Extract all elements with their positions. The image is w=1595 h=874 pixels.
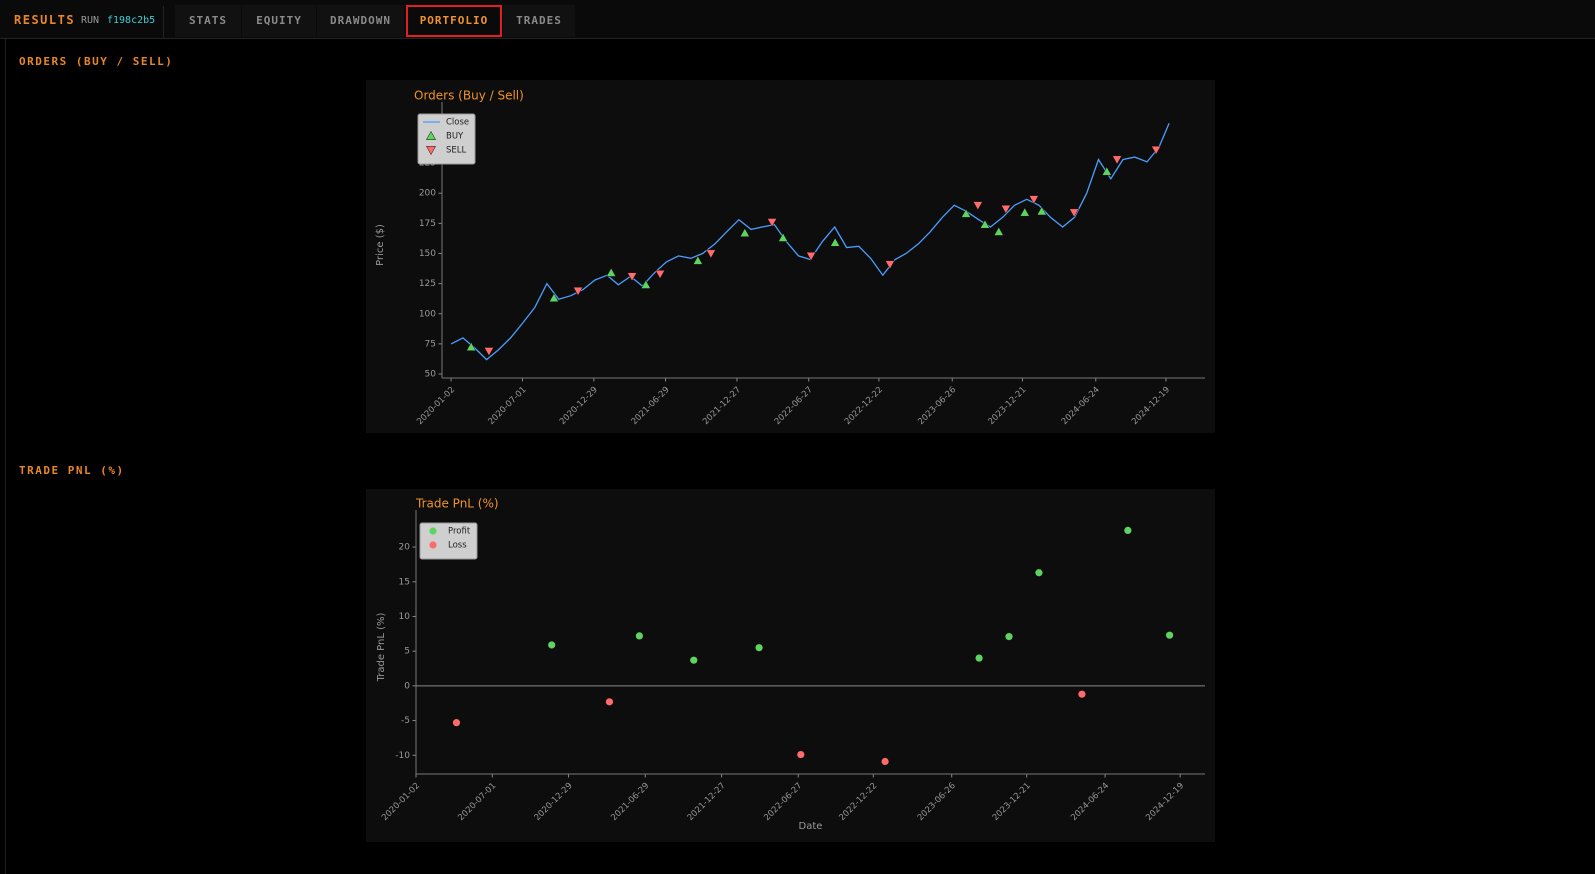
order-marker	[1112, 155, 1123, 165]
legend-swatch	[425, 146, 437, 156]
y-tick-label: -5	[401, 716, 410, 726]
legend-swatch	[429, 527, 437, 535]
legend-label: Close	[446, 118, 469, 128]
point	[690, 656, 698, 664]
legend-swatch	[429, 541, 437, 549]
y-tick-label: -10	[395, 751, 410, 761]
order-marker	[979, 219, 990, 229]
y-tick-label: 5	[404, 647, 410, 657]
y-tick-label: 200	[419, 189, 436, 199]
y-tick-label: 75	[425, 339, 436, 349]
tab[interactable]: TRADES	[503, 5, 575, 37]
order-marker	[692, 255, 703, 265]
point	[1035, 569, 1043, 577]
order-marker	[627, 272, 638, 282]
legend-swatch	[425, 130, 437, 140]
run-label: RUN	[81, 15, 100, 26]
point	[635, 632, 643, 640]
tab[interactable]: DRAWDOWN	[317, 5, 404, 37]
header-bar: RESULTS RUN f198c2b5 STATS EQUITY DRAWDOWN…	[0, 0, 1595, 39]
order-marker	[1151, 145, 1162, 155]
tab[interactable]: PORTFOLIO	[406, 5, 502, 37]
tab[interactable]: EQUITY	[242, 5, 316, 37]
chart-background	[366, 489, 1215, 842]
y-tick-label: 100	[419, 309, 436, 319]
y-axis-label: Price ($)	[375, 224, 386, 266]
tab[interactable]: STATS	[175, 5, 241, 37]
chart-background	[366, 80, 1215, 433]
order-marker	[705, 249, 716, 259]
point	[1078, 690, 1086, 698]
y-tick-label: 175	[419, 219, 436, 229]
separator	[163, 6, 164, 38]
y-tick-label: 15	[399, 577, 410, 587]
legend-label: BUY	[446, 132, 464, 142]
chart-title: Trade PnL (%)	[415, 497, 499, 511]
order-marker	[655, 270, 666, 280]
app-title: RESULTS	[14, 13, 76, 27]
left-border	[5, 39, 6, 874]
legend-label: SELL	[446, 146, 467, 156]
point	[452, 719, 461, 727]
order-marker	[1069, 208, 1080, 218]
chart: Orders (Buy / Sell)507510012515017520022…	[366, 80, 1215, 433]
order-marker	[961, 208, 972, 218]
y-tick-label: 125	[419, 279, 436, 289]
y-tick-label: 150	[419, 249, 436, 259]
order-marker	[830, 237, 841, 247]
section-heading: ORDERS (BUY / SELL)	[19, 55, 174, 68]
order-marker	[483, 347, 494, 357]
x-axis-label: Date	[799, 821, 823, 832]
order-marker	[767, 218, 778, 228]
order-marker	[1019, 207, 1030, 217]
order-marker	[548, 292, 560, 303]
order-marker	[606, 267, 617, 277]
run-id: f198c2b5	[107, 15, 156, 26]
section-heading: TRADE PNL (%)	[19, 464, 125, 477]
point	[1005, 632, 1013, 641]
order-marker	[993, 226, 1004, 236]
order-marker	[1000, 204, 1011, 215]
order-marker	[1101, 166, 1112, 176]
y-tick-label: 10	[399, 612, 411, 622]
point	[605, 698, 614, 706]
order-marker	[778, 232, 789, 242]
y-tick-label: 20	[399, 543, 411, 553]
order-marker	[972, 201, 983, 211]
order-marker	[806, 251, 817, 262]
order-marker	[739, 227, 750, 237]
order-marker	[573, 286, 584, 296]
point	[755, 644, 763, 652]
point	[1124, 526, 1132, 535]
point	[975, 654, 983, 662]
order-marker	[466, 341, 477, 351]
point	[881, 757, 889, 766]
legend-label: Profit	[448, 527, 471, 537]
y-tick-label: 0	[404, 681, 410, 691]
order-marker	[640, 279, 651, 289]
legend-label: Loss	[448, 541, 467, 551]
point	[548, 641, 556, 649]
point	[797, 750, 805, 759]
order-marker	[1036, 206, 1047, 216]
y-axis-label: Trade PnL (%)	[376, 613, 387, 683]
order-marker	[884, 260, 895, 270]
y-tick-label: 50	[425, 370, 437, 380]
chart-title: Orders (Buy / Sell)	[414, 89, 524, 103]
order-marker	[1028, 195, 1039, 205]
point	[1165, 631, 1174, 639]
